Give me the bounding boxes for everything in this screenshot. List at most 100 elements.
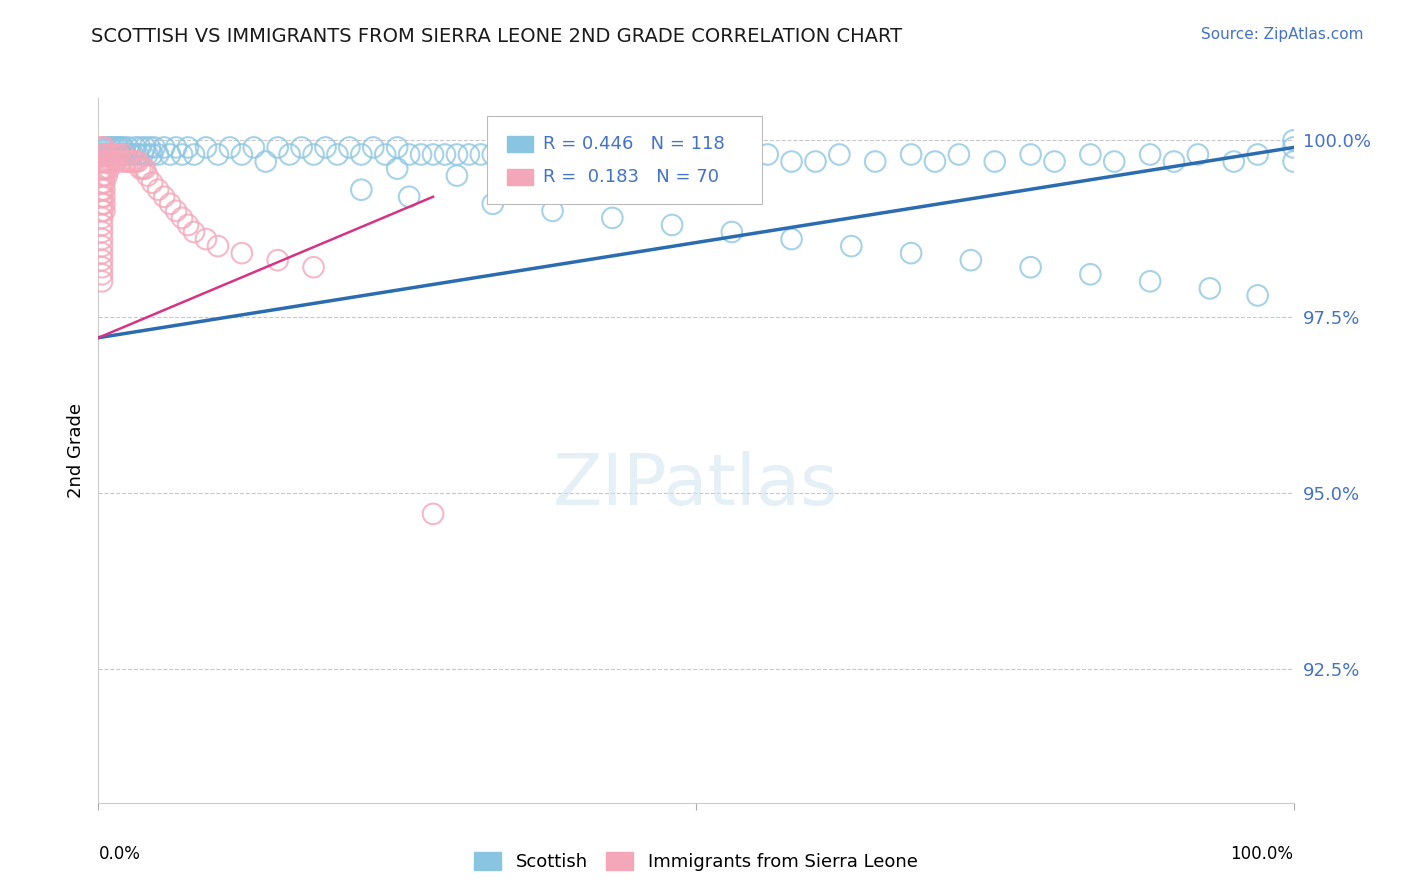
Point: [129, 140, 152, 154]
Point: [422, 147, 444, 161]
Point: [780, 232, 803, 246]
Point: [1282, 133, 1305, 147]
Point: [117, 140, 139, 154]
Point: [267, 253, 290, 268]
Point: [446, 169, 468, 183]
Point: [96, 154, 118, 169]
Point: [98, 147, 121, 161]
Point: [120, 147, 142, 161]
Point: [613, 154, 636, 169]
Point: [91, 140, 114, 154]
Text: Source: ZipAtlas.com: Source: ZipAtlas.com: [1201, 27, 1364, 42]
Point: [93, 154, 115, 169]
Point: [124, 140, 146, 154]
Point: [960, 253, 983, 268]
Point: [481, 147, 505, 161]
Point: [96, 147, 118, 161]
Point: [153, 140, 176, 154]
Point: [506, 154, 529, 169]
Point: [93, 147, 115, 161]
Point: [924, 154, 946, 169]
Point: [326, 147, 349, 161]
Point: [112, 140, 135, 154]
Point: [458, 147, 481, 161]
Point: [107, 147, 129, 161]
Point: [139, 140, 162, 154]
Point: [291, 140, 314, 154]
Point: [110, 154, 132, 169]
Point: [136, 147, 159, 161]
Point: [183, 147, 205, 161]
Point: [91, 161, 114, 176]
Point: [637, 147, 659, 161]
Point: [900, 246, 922, 260]
Point: [129, 161, 152, 176]
Point: [177, 218, 200, 232]
Point: [93, 197, 115, 211]
Point: [98, 147, 121, 161]
Point: [506, 176, 529, 190]
Point: [207, 239, 229, 253]
Legend: Scottish, Immigrants from Sierra Leone: Scottish, Immigrants from Sierra Leone: [467, 845, 925, 879]
Point: [195, 140, 218, 154]
Point: [91, 239, 114, 253]
Point: [91, 211, 114, 225]
Point: [1247, 288, 1270, 302]
Point: [411, 147, 433, 161]
Point: [153, 190, 176, 204]
Point: [96, 140, 118, 154]
Point: [91, 268, 114, 282]
Point: [91, 232, 114, 246]
Point: [134, 140, 156, 154]
Point: [254, 154, 277, 169]
Point: [131, 147, 153, 161]
Point: [1247, 147, 1270, 161]
Point: [91, 246, 114, 260]
Point: [267, 140, 290, 154]
Point: [100, 147, 122, 161]
Point: [243, 140, 266, 154]
Point: [385, 140, 409, 154]
Point: [100, 140, 122, 154]
Point: [122, 154, 145, 169]
Point: [1139, 274, 1161, 288]
Point: [661, 154, 683, 169]
Point: [107, 147, 129, 161]
Point: [780, 154, 803, 169]
Point: [93, 190, 115, 204]
Point: [900, 147, 922, 161]
Point: [122, 147, 145, 161]
Point: [315, 140, 337, 154]
Point: [105, 154, 128, 169]
Point: [105, 140, 128, 154]
Point: [517, 147, 540, 161]
Point: [91, 203, 114, 218]
Point: [481, 197, 505, 211]
Point: [350, 183, 373, 197]
Point: [103, 140, 125, 154]
Point: [159, 197, 181, 211]
Point: [948, 147, 970, 161]
Point: [865, 154, 887, 169]
Point: [91, 183, 114, 197]
Point: [100, 147, 122, 161]
Point: [231, 147, 253, 161]
Point: [1282, 140, 1305, 154]
Point: [96, 169, 118, 183]
Point: [112, 147, 135, 161]
Point: [91, 225, 114, 239]
Point: [91, 140, 114, 154]
Point: [96, 147, 118, 161]
Point: [183, 225, 205, 239]
Point: [721, 225, 744, 239]
Point: [120, 154, 142, 169]
Point: [207, 147, 229, 161]
Point: [93, 140, 115, 154]
Point: [127, 154, 149, 169]
Point: [602, 211, 624, 225]
Point: [470, 147, 492, 161]
Point: [93, 161, 115, 176]
Point: [141, 176, 163, 190]
Point: [219, 140, 242, 154]
Point: [172, 211, 194, 225]
